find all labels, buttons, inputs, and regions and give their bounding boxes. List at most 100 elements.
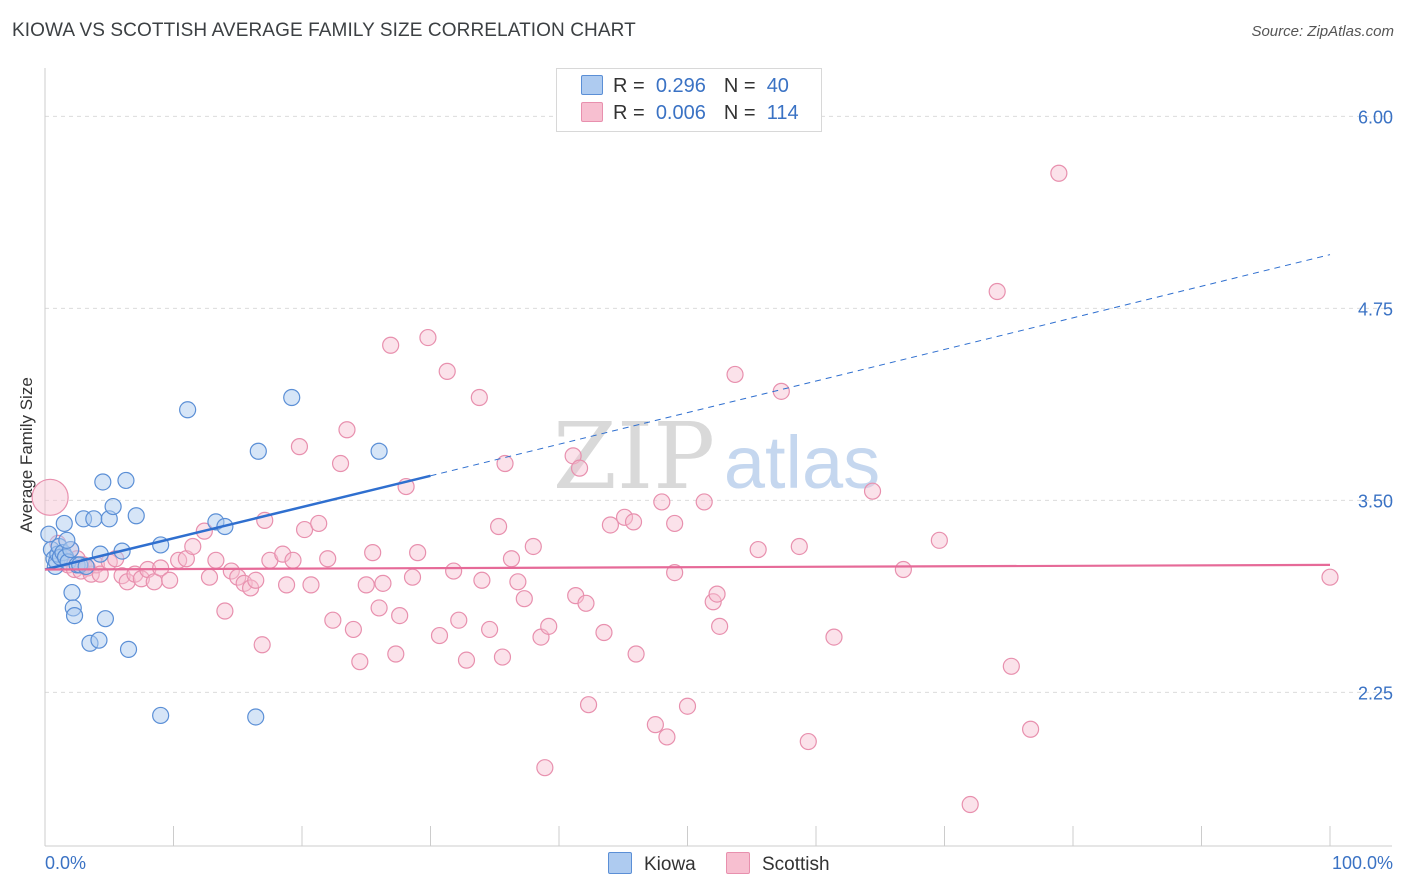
- scottish-point: [666, 563, 684, 582]
- kiowa-point: [119, 640, 138, 658]
- scottish-point: [184, 537, 202, 556]
- scottish-n-label: N =: [723, 102, 756, 124]
- scottish-point: [216, 602, 234, 620]
- scottish-point: [502, 550, 521, 568]
- scottish-point: [284, 551, 302, 569]
- scottish-point: [473, 571, 491, 589]
- scottish-point: [570, 459, 589, 477]
- scottish-point: [711, 617, 729, 635]
- series-legend: Kiowa Scottish: [0, 852, 1406, 878]
- scottish-point: [31, 478, 69, 516]
- kiowa-r-value: 0.296: [655, 75, 706, 97]
- scottish-point: [382, 336, 400, 354]
- legend-item-kiowa[interactable]: Kiowa: [608, 852, 696, 876]
- legend-scottish-swatch: [726, 852, 750, 874]
- scottish-point: [207, 551, 225, 569]
- scottish-point: [364, 544, 382, 562]
- scottish-point: [450, 611, 468, 629]
- scottish-point: [490, 517, 508, 536]
- scottish-point: [302, 576, 320, 594]
- chart-title: KIOWA VS SCOTTISH AVERAGE FAMILY SIZE CO…: [12, 20, 636, 41]
- kiowa-point: [104, 497, 122, 516]
- kiowa-point: [58, 531, 76, 549]
- kiowa-trend-extension: [430, 254, 1331, 477]
- kiowa-point: [65, 606, 84, 625]
- scottish-point: [200, 568, 219, 586]
- kiowa-point: [370, 442, 388, 460]
- watermark: ZIP atlas: [553, 403, 880, 510]
- scottish-point: [1050, 164, 1068, 182]
- scottish-point: [403, 568, 422, 586]
- kiowa-n-label: N =: [723, 75, 756, 97]
- scottish-point: [749, 540, 767, 559]
- scottish-point: [988, 282, 1006, 301]
- kiowa-swatch: [581, 75, 603, 95]
- scottish-point: [930, 531, 948, 549]
- x-tick-label-min: 0.0%: [45, 853, 86, 873]
- scottish-point: [419, 328, 437, 347]
- kiowa-point: [247, 708, 265, 726]
- legend-kiowa-swatch: [608, 852, 632, 874]
- kiowa-point: [117, 471, 135, 490]
- scottish-r-value: 0.006: [655, 102, 706, 124]
- scottish-point: [579, 696, 598, 714]
- scottish-point: [222, 562, 240, 580]
- scottish-swatch: [581, 102, 603, 122]
- watermark-atlas: atlas: [724, 421, 880, 504]
- kiowa-point: [94, 473, 112, 491]
- kiowa-point: [85, 510, 103, 528]
- scottish-point: [391, 606, 409, 625]
- scottish-point: [387, 645, 405, 663]
- kiowa-point: [90, 631, 108, 649]
- y-tick-label: 6.00: [1358, 107, 1393, 127]
- source-credit: Source: ZipAtlas.com: [1251, 23, 1394, 40]
- y-tick-label: 4.75: [1358, 299, 1393, 319]
- kiowa-trend-line: [44, 474, 431, 571]
- tick-labels: 2.25 3.50 4.75 6.00 0.0% 100.0%: [45, 107, 1393, 873]
- scottish-point: [253, 636, 271, 654]
- scottish-point: [161, 571, 179, 589]
- scottish-point: [509, 573, 527, 591]
- scottish-point: [678, 697, 697, 715]
- kiowa-point: [63, 583, 81, 602]
- scottish-point: [247, 571, 265, 589]
- legend-item-scottish[interactable]: Scottish: [726, 852, 830, 876]
- kiowa-r-label: R =: [613, 75, 645, 97]
- scottish-point: [615, 508, 634, 526]
- kiowa-point: [249, 442, 267, 460]
- scottish-point: [894, 560, 912, 579]
- scottish-point: [277, 576, 296, 594]
- scottish-point: [295, 520, 314, 539]
- scottish-point: [646, 716, 664, 734]
- scottish-point: [540, 617, 558, 635]
- kiowa-point: [96, 610, 114, 628]
- scottish-point: [493, 648, 512, 666]
- scottish-point: [344, 620, 362, 639]
- scottish-r-label: R =: [613, 102, 645, 124]
- scottish-point: [624, 513, 643, 531]
- scottish-point: [726, 365, 744, 384]
- y-tick-label: 2.25: [1358, 683, 1393, 703]
- trend-lines: [44, 254, 1331, 571]
- scottish-point: [370, 599, 388, 617]
- scottish-point: [666, 514, 684, 533]
- scottish-point: [338, 421, 356, 439]
- scottish-point: [132, 570, 150, 588]
- kiowa-point: [127, 507, 145, 525]
- stats-legend: R = 0.296 N = 40 R = 0.006 N = 114: [556, 68, 822, 132]
- scottish-point: [825, 628, 843, 646]
- scottish-point: [524, 537, 542, 556]
- scottish-point: [627, 645, 645, 663]
- scottish-n-value: 114: [766, 102, 799, 124]
- stats-row-scottish: R = 0.006 N = 114: [581, 102, 799, 128]
- scottish-point: [374, 574, 392, 592]
- scottish-point: [653, 493, 671, 511]
- axes: [44, 68, 1392, 847]
- scottish-point: [470, 388, 488, 407]
- scottish-point: [1321, 568, 1339, 586]
- scottish-point: [457, 651, 476, 669]
- kiowa-point: [152, 706, 170, 725]
- scottish-point: [331, 454, 350, 473]
- scottish-point: [863, 482, 882, 500]
